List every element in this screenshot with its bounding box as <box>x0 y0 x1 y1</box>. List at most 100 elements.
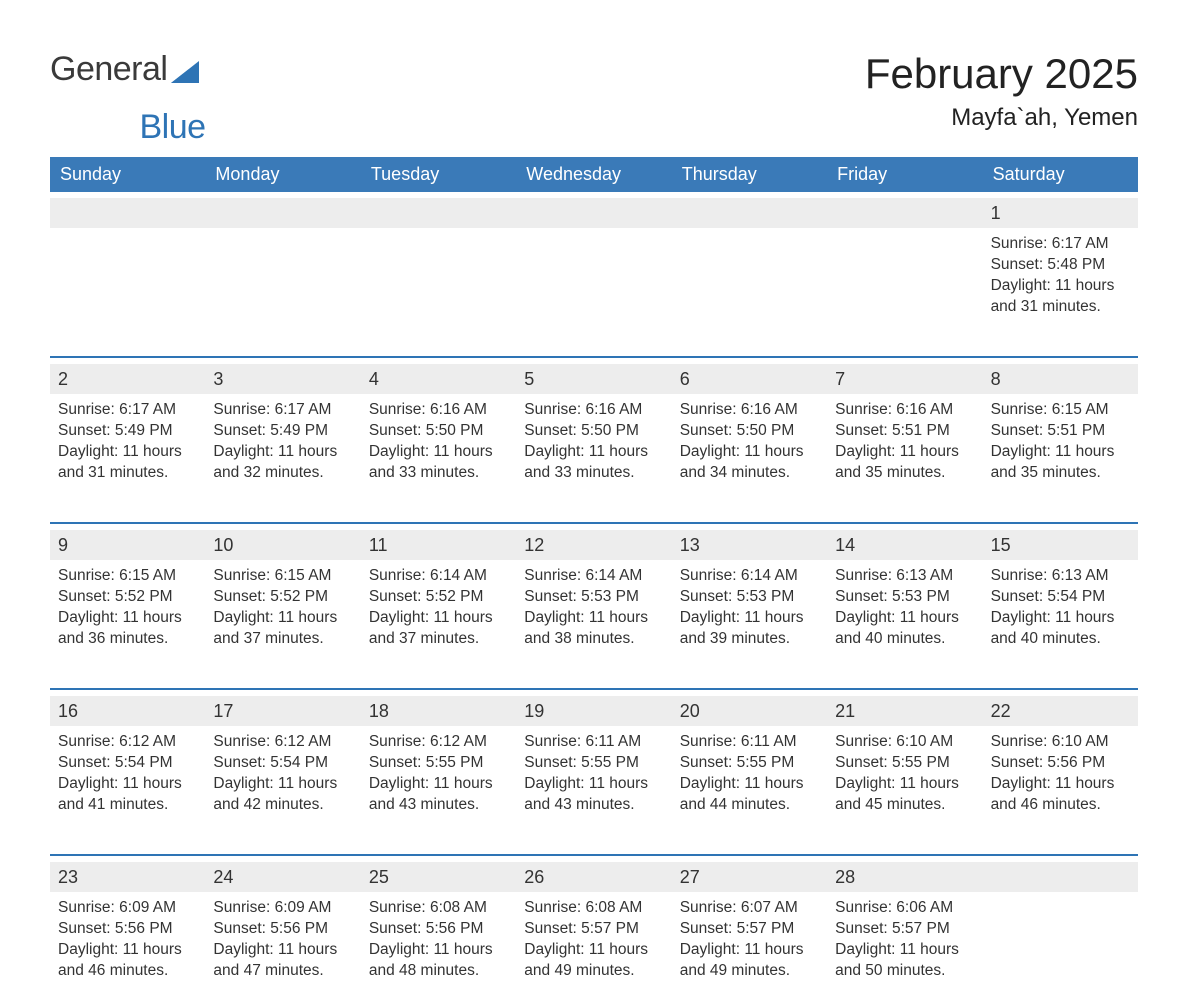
sunrise-text: Sunrise: 6:10 AM <box>991 732 1130 753</box>
sunset-text: Sunset: 5:48 PM <box>991 255 1130 276</box>
daylight-text: Daylight: 11 hours and 37 minutes. <box>213 608 352 650</box>
daylight-text: Daylight: 11 hours and 34 minutes. <box>680 442 819 484</box>
calendar-cell: 3Sunrise: 6:17 AMSunset: 5:49 PMDaylight… <box>205 358 360 494</box>
sunrise-text: Sunrise: 6:17 AM <box>58 400 197 421</box>
daylight-text: Daylight: 11 hours and 41 minutes. <box>58 774 197 816</box>
day-number: 27 <box>672 862 827 892</box>
day-number: 14 <box>827 530 982 560</box>
sunrise-text: Sunrise: 6:14 AM <box>524 566 663 587</box>
day-header: Thursday <box>672 157 827 192</box>
calendar-cell: 6Sunrise: 6:16 AMSunset: 5:50 PMDaylight… <box>672 358 827 494</box>
sunset-text: Sunset: 5:52 PM <box>369 587 508 608</box>
calendar-cell: 7Sunrise: 6:16 AMSunset: 5:51 PMDaylight… <box>827 358 982 494</box>
day-number: 7 <box>827 364 982 394</box>
daylight-text: Daylight: 11 hours and 50 minutes. <box>835 940 974 982</box>
daylight-text: Daylight: 11 hours and 33 minutes. <box>524 442 663 484</box>
calendar-cell: 22Sunrise: 6:10 AMSunset: 5:56 PMDayligh… <box>983 690 1138 826</box>
day-number: 25 <box>361 862 516 892</box>
calendar-cell <box>983 856 1138 992</box>
day-number: 6 <box>672 364 827 394</box>
calendar-cell: 26Sunrise: 6:08 AMSunset: 5:57 PMDayligh… <box>516 856 671 992</box>
month-title: February 2025 <box>865 50 1138 98</box>
calendar-cell: 17Sunrise: 6:12 AMSunset: 5:54 PMDayligh… <box>205 690 360 826</box>
daylight-text: Daylight: 11 hours and 32 minutes. <box>213 442 352 484</box>
daylight-text: Daylight: 11 hours and 33 minutes. <box>369 442 508 484</box>
sunrise-text: Sunrise: 6:13 AM <box>991 566 1130 587</box>
day-number <box>672 198 827 228</box>
calendar-cell: 14Sunrise: 6:13 AMSunset: 5:53 PMDayligh… <box>827 524 982 660</box>
day-number <box>205 198 360 228</box>
sunset-text: Sunset: 5:54 PM <box>58 753 197 774</box>
calendar-cell: 16Sunrise: 6:12 AMSunset: 5:54 PMDayligh… <box>50 690 205 826</box>
sunrise-text: Sunrise: 6:10 AM <box>835 732 974 753</box>
logo-text-2: Blue <box>139 108 205 147</box>
calendar-week: 9Sunrise: 6:15 AMSunset: 5:52 PMDaylight… <box>50 522 1138 660</box>
sunset-text: Sunset: 5:51 PM <box>991 421 1130 442</box>
sunrise-text: Sunrise: 6:06 AM <box>835 898 974 919</box>
day-header: Saturday <box>983 157 1138 192</box>
sunset-text: Sunset: 5:56 PM <box>213 919 352 940</box>
day-number <box>827 198 982 228</box>
daylight-text: Daylight: 11 hours and 35 minutes. <box>835 442 974 484</box>
day-header: Monday <box>205 157 360 192</box>
sunset-text: Sunset: 5:50 PM <box>369 421 508 442</box>
sunset-text: Sunset: 5:53 PM <box>835 587 974 608</box>
calendar-cell: 27Sunrise: 6:07 AMSunset: 5:57 PMDayligh… <box>672 856 827 992</box>
day-number: 17 <box>205 696 360 726</box>
sunrise-text: Sunrise: 6:16 AM <box>369 400 508 421</box>
day-number: 10 <box>205 530 360 560</box>
day-number: 1 <box>983 198 1138 228</box>
day-number <box>50 198 205 228</box>
sunrise-text: Sunrise: 6:09 AM <box>213 898 352 919</box>
day-number <box>516 198 671 228</box>
day-number: 2 <box>50 364 205 394</box>
sunset-text: Sunset: 5:57 PM <box>835 919 974 940</box>
sunset-text: Sunset: 5:56 PM <box>991 753 1130 774</box>
sunset-text: Sunset: 5:57 PM <box>680 919 819 940</box>
calendar-week: 1Sunrise: 6:17 AMSunset: 5:48 PMDaylight… <box>50 192 1138 328</box>
calendar-cell: 1Sunrise: 6:17 AMSunset: 5:48 PMDaylight… <box>983 192 1138 328</box>
daylight-text: Daylight: 11 hours and 43 minutes. <box>524 774 663 816</box>
calendar-cell: 21Sunrise: 6:10 AMSunset: 5:55 PMDayligh… <box>827 690 982 826</box>
day-number: 19 <box>516 696 671 726</box>
day-header: Wednesday <box>516 157 671 192</box>
calendar-cell: 20Sunrise: 6:11 AMSunset: 5:55 PMDayligh… <box>672 690 827 826</box>
calendar-cell: 11Sunrise: 6:14 AMSunset: 5:52 PMDayligh… <box>361 524 516 660</box>
calendar-cell <box>361 192 516 328</box>
calendar-cell: 25Sunrise: 6:08 AMSunset: 5:56 PMDayligh… <box>361 856 516 992</box>
daylight-text: Daylight: 11 hours and 43 minutes. <box>369 774 508 816</box>
title-block: February 2025 Mayfa`ah, Yemen <box>865 50 1138 132</box>
sunrise-text: Sunrise: 6:11 AM <box>680 732 819 753</box>
logo-text-1: General <box>50 50 167 89</box>
sunrise-text: Sunrise: 6:12 AM <box>58 732 197 753</box>
day-number: 8 <box>983 364 1138 394</box>
daylight-text: Daylight: 11 hours and 38 minutes. <box>524 608 663 650</box>
daylight-text: Daylight: 11 hours and 46 minutes. <box>58 940 197 982</box>
sunset-text: Sunset: 5:56 PM <box>58 919 197 940</box>
daylight-text: Daylight: 11 hours and 35 minutes. <box>991 442 1130 484</box>
location: Mayfa`ah, Yemen <box>865 104 1138 132</box>
sunset-text: Sunset: 5:55 PM <box>369 753 508 774</box>
sunset-text: Sunset: 5:55 PM <box>680 753 819 774</box>
sunset-text: Sunset: 5:50 PM <box>524 421 663 442</box>
daylight-text: Daylight: 11 hours and 39 minutes. <box>680 608 819 650</box>
calendar-cell: 13Sunrise: 6:14 AMSunset: 5:53 PMDayligh… <box>672 524 827 660</box>
sunrise-text: Sunrise: 6:07 AM <box>680 898 819 919</box>
sunset-text: Sunset: 5:55 PM <box>524 753 663 774</box>
calendar-cell: 28 Sunrise: 6:06 AMSunset: 5:57 PMDayligh… <box>827 856 982 992</box>
calendar-cell <box>50 192 205 328</box>
sunrise-text: Sunrise: 6:16 AM <box>524 400 663 421</box>
daylight-text: Daylight: 11 hours and 46 minutes. <box>991 774 1130 816</box>
sunrise-text: Sunrise: 6:11 AM <box>524 732 663 753</box>
sunrise-text: Sunrise: 6:14 AM <box>680 566 819 587</box>
daylight-text: Daylight: 11 hours and 36 minutes. <box>58 608 197 650</box>
sunrise-text: Sunrise: 6:09 AM <box>58 898 197 919</box>
sunrise-text: Sunrise: 6:13 AM <box>835 566 974 587</box>
day-number: 28 <box>827 862 982 892</box>
calendar-cell <box>516 192 671 328</box>
calendar-cell <box>205 192 360 328</box>
sunrise-text: Sunrise: 6:17 AM <box>991 234 1130 255</box>
calendar-cell: 8Sunrise: 6:15 AMSunset: 5:51 PMDaylight… <box>983 358 1138 494</box>
calendar-cell: 9Sunrise: 6:15 AMSunset: 5:52 PMDaylight… <box>50 524 205 660</box>
day-number: 21 <box>827 696 982 726</box>
